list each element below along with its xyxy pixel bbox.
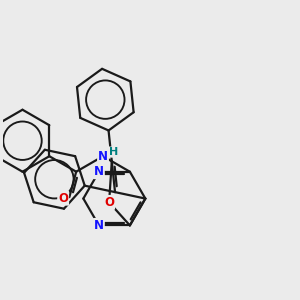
Text: N: N [94,165,104,178]
Text: N: N [98,150,108,163]
Text: O: O [58,192,68,205]
Text: O: O [104,196,114,209]
Text: N: N [94,219,104,232]
Text: H: H [109,147,118,157]
